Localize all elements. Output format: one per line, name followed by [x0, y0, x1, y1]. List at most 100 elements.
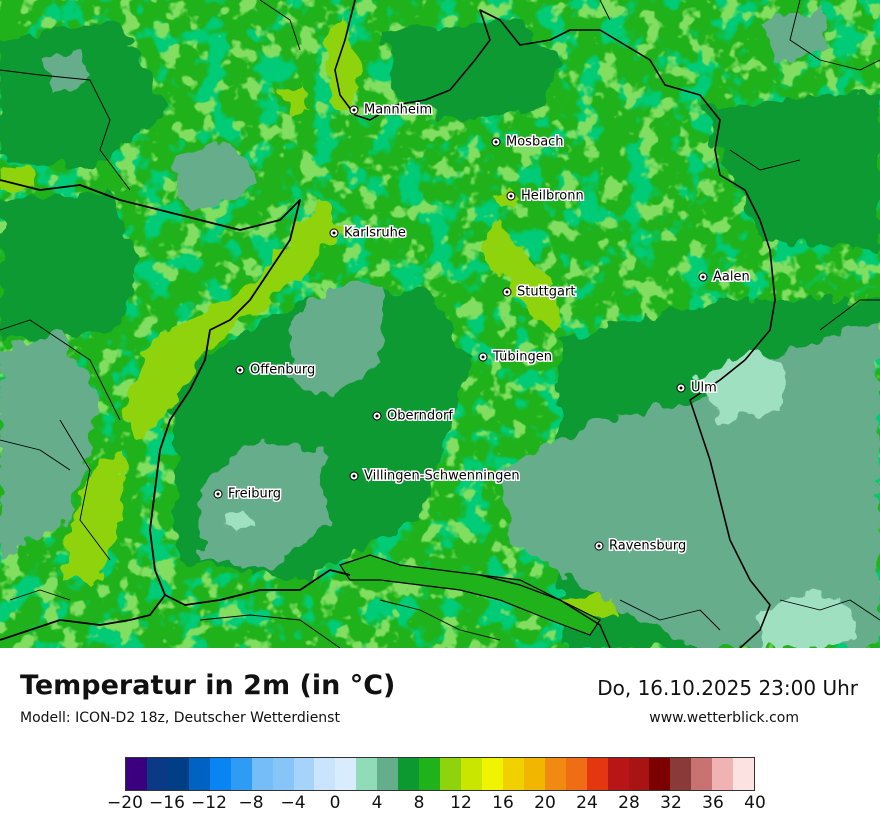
legend-swatch	[419, 758, 441, 790]
patch-teal-south-bf	[200, 440, 330, 570]
city-label: Mannheim	[364, 103, 432, 118]
legend-swatch	[628, 758, 650, 790]
legend-tick-label: 24	[576, 793, 598, 813]
city-stuttgart[interactable]: Stuttgart	[502, 283, 577, 301]
city-label: Tübingen	[492, 350, 552, 365]
legend-tick-label: −12	[191, 793, 227, 813]
city-label: Offenburg	[250, 363, 315, 378]
legend-tick-label: −16	[149, 793, 185, 813]
city-label: Ravensburg	[609, 539, 686, 554]
city-label: Oberndorf	[387, 409, 453, 424]
legend-swatch	[586, 758, 608, 790]
city-dot-center	[505, 290, 509, 294]
city-mosbach[interactable]: Mosbach	[491, 133, 565, 151]
city-dot-center	[375, 414, 379, 418]
city-label: Karlsruhe	[344, 226, 406, 241]
city-dot-center	[597, 544, 601, 548]
legend-tick-label: −8	[238, 793, 264, 813]
legend-swatch	[649, 758, 671, 790]
legend-swatch	[272, 758, 294, 790]
legend-swatch	[126, 758, 147, 790]
patch-teal-ne	[760, 10, 830, 60]
patch-teal-pfalz	[175, 140, 260, 210]
country-border-swiss-east	[479, 574, 611, 649]
city-tuebingen[interactable]: Tübingen	[478, 348, 554, 366]
city-offenburg[interactable]: Offenburg	[235, 361, 317, 379]
patch-teal-blackforest	[290, 280, 385, 400]
color-legend	[125, 757, 755, 791]
city-label: Heilbronn	[521, 189, 584, 204]
map-footer: Temperatur in 2m (in °C) Modell: ICON-D2…	[0, 648, 880, 830]
patch-mint-allgaeu	[700, 350, 790, 420]
legend-swatch	[146, 758, 168, 790]
website-link[interactable]: www.wetterblick.com	[649, 710, 799, 726]
legend-swatch	[502, 758, 524, 790]
legend-swatch	[733, 758, 755, 790]
legend-tick-label: 20	[534, 793, 556, 813]
patch-teal-nw-small	[40, 50, 90, 95]
legend-swatch	[565, 758, 587, 790]
legend-tick-label: −20	[107, 793, 143, 813]
legend-swatch	[293, 758, 315, 790]
city-dot-center	[352, 108, 356, 112]
patch-light-green-neckar	[480, 220, 560, 330]
state-border-bw	[334, 0, 776, 649]
city-label: Aalen	[713, 270, 750, 285]
city-dot-center	[332, 231, 336, 235]
legend-swatch	[356, 758, 378, 790]
regional-border-north	[259, 0, 880, 331]
legend-tick-label: 40	[744, 793, 766, 813]
patch-dark-green-north	[700, 90, 880, 250]
city-karlsruhe[interactable]: Karlsruhe	[329, 224, 407, 242]
legend-swatch	[167, 758, 189, 790]
map-title: Temperatur in 2m (in °C)	[20, 670, 396, 701]
legend-swatch	[440, 758, 461, 790]
lake-constance	[339, 554, 601, 636]
regional-border-west	[0, 69, 131, 561]
city-dot-center	[238, 368, 242, 372]
patch-teal-vosges	[0, 330, 100, 560]
city-label: Mosbach	[506, 135, 564, 150]
legend-swatch	[691, 758, 713, 790]
patch-dark-green-nw	[0, 20, 170, 170]
city-heilbronn[interactable]: Heilbronn	[506, 187, 585, 205]
legend-tick-label: 32	[660, 793, 682, 813]
legend-ticks: −20 −16 −12 −8 −4 0 4 8 12 16 20 24 28 32 36 40	[107, 793, 766, 823]
city-dot-center	[481, 355, 485, 359]
city-dot-center	[679, 386, 683, 390]
legend-swatch	[461, 758, 482, 790]
regional-border-south	[9, 589, 880, 649]
city-label: Stuttgart	[517, 285, 575, 300]
legend-tick-label: 36	[702, 793, 724, 813]
patch-teal-alb	[500, 320, 880, 648]
country-border-rhine	[0, 179, 351, 606]
city-ulm[interactable]: Ulm	[676, 379, 718, 397]
legend-tick-label: 28	[618, 793, 640, 813]
city-ravensburg[interactable]: Ravensburg	[594, 537, 688, 555]
city-oberndorf[interactable]: Oberndorf	[372, 407, 455, 425]
temperature-map: Mannheim Mosbach Heilbronn Karlsruhe Aal	[0, 0, 880, 649]
patch-mint-feldberg	[225, 510, 250, 530]
city-mannheim[interactable]: Mannheim	[349, 101, 434, 119]
city-dot-center	[509, 194, 513, 198]
city-villingen-schwenningen[interactable]: Villingen-Schwenningen	[349, 467, 521, 485]
legend-swatch	[335, 758, 357, 790]
patch-light-green-west	[0, 165, 35, 190]
legend-tick-label: 4	[371, 793, 383, 813]
legend-swatch	[251, 758, 273, 790]
legend-swatch	[481, 758, 503, 790]
city-dot-center	[352, 474, 356, 478]
legend-swatch	[209, 758, 231, 790]
legend-swatch	[377, 758, 399, 790]
legend-swatch	[712, 758, 734, 790]
patch-light-green-rhine-south	[60, 450, 125, 580]
city-markers: Mannheim Mosbach Heilbronn Karlsruhe Aal	[213, 101, 751, 555]
legend-swatch	[188, 758, 210, 790]
city-aalen[interactable]: Aalen	[698, 268, 751, 286]
city-freiburg[interactable]: Freiburg	[213, 485, 283, 503]
city-dot-center	[216, 492, 220, 496]
borders	[0, 0, 880, 649]
model-source: Modell: ICON-D2 18z, Deutscher Wetterdie…	[20, 710, 340, 726]
patch-mint-alps	[760, 590, 860, 648]
patch-dark-green-west	[0, 190, 140, 340]
